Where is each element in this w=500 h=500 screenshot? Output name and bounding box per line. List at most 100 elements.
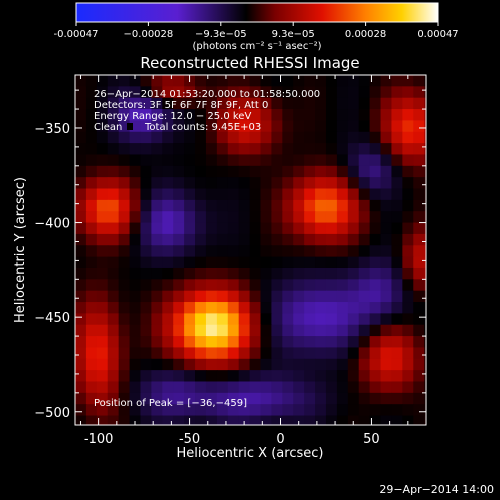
heatmap-cell (325, 120, 338, 133)
y-axis-label: Heliocentric Y (arcsec) (13, 177, 28, 323)
annotation-total-counts: Total counts: 9.45E+03 (144, 122, 261, 133)
heatmap-cell (260, 404, 273, 417)
heatmap-cell (184, 143, 196, 156)
heatmap-cell (118, 177, 131, 190)
heatmap-cell (315, 75, 327, 87)
heatmap-cell (249, 392, 262, 405)
heatmap-cell (118, 245, 131, 258)
heatmap-cell (413, 131, 425, 144)
heatmap-cell (271, 154, 283, 167)
heatmap-cell (118, 199, 131, 212)
heatmap-cell (380, 86, 393, 99)
heatmap-cell (391, 245, 403, 258)
heatmap-cell (96, 347, 109, 360)
heatmap-cell (271, 143, 283, 156)
heatmap-cell (216, 404, 229, 417)
heatmap-cell (85, 154, 98, 167)
heatmap-cell (173, 222, 185, 235)
heatmap-cell (184, 302, 196, 314)
heatmap-cell (304, 347, 316, 360)
heatmap-cell (184, 165, 196, 178)
heatmap-cell (205, 233, 218, 246)
heatmap-cell (336, 415, 349, 425)
heatmap-cell (315, 109, 327, 122)
heatmap-cell (96, 86, 109, 99)
heatmap-cell (238, 143, 251, 156)
heatmap-cell (260, 336, 273, 349)
heatmap-cell (75, 404, 87, 417)
heatmap-cell (325, 370, 338, 383)
heatmap-cell (85, 358, 98, 371)
heatmap-cell (184, 120, 196, 133)
heatmap-cell (293, 233, 305, 246)
heatmap-cell (347, 143, 360, 156)
heatmap-cell (227, 143, 240, 156)
heatmap-cell (402, 143, 414, 156)
heatmap-cell (271, 86, 283, 99)
heatmap-cell (369, 347, 382, 360)
heatmap-cell (129, 313, 142, 326)
heatmap-cell (391, 211, 403, 224)
heatmap-cell (238, 336, 251, 349)
heatmap-cell (195, 109, 207, 122)
heatmap-cell (424, 427, 436, 439)
heatmap-cell (140, 131, 152, 144)
heatmap-cell (249, 177, 262, 190)
heatmap-cell (238, 245, 251, 258)
heatmap-cell (391, 302, 403, 314)
heatmap-cell (107, 256, 120, 269)
heatmap-cell (85, 381, 98, 394)
heatmap-cell (205, 347, 218, 360)
heatmap-cell (238, 392, 251, 405)
heatmap-cell (391, 165, 403, 178)
heatmap-cell (162, 267, 174, 280)
heatmap-cell (413, 143, 425, 156)
heatmap-cell (380, 381, 393, 394)
heatmap-cell (107, 222, 120, 235)
heatmap-cell (304, 324, 316, 337)
heatmap-cell (282, 165, 294, 178)
heatmap-cell (282, 392, 294, 405)
heatmap-cell (293, 358, 305, 371)
heatmap-cell (129, 245, 142, 258)
heatmap-cell (413, 347, 425, 360)
heatmap-cell (107, 97, 120, 110)
heatmap-cell (381, 427, 393, 439)
heatmap-cell (347, 245, 360, 258)
heatmap-cell (107, 86, 120, 99)
heatmap-cell (227, 245, 240, 258)
heatmap-cell (424, 143, 426, 156)
heatmap-cell (293, 109, 305, 122)
heatmap-cell (260, 109, 273, 122)
heatmap-cell (205, 143, 218, 156)
heatmap-cell (129, 211, 142, 224)
heatmap-cell (75, 358, 87, 371)
heatmap-cell (271, 415, 283, 425)
heatmap-cell (424, 154, 426, 167)
heatmap-cell (380, 256, 393, 269)
heatmap-cell (249, 199, 262, 212)
heatmap-cell (260, 233, 273, 246)
heatmap-cell (249, 165, 262, 178)
colorbar-tick-label: 9.3e−05 (272, 29, 315, 40)
heatmap-cell (315, 404, 327, 417)
heatmap-cell (118, 267, 131, 280)
heatmap-cell (325, 415, 338, 425)
heatmap-cell (151, 279, 163, 292)
heatmap-cell (402, 188, 414, 201)
heatmap-cell (260, 347, 273, 360)
heatmap-cell (238, 109, 251, 122)
heatmap-cell (195, 404, 207, 417)
heatmap-cell (184, 233, 196, 246)
heatmap-cell (129, 290, 142, 303)
heatmap-cell (271, 188, 283, 201)
heatmap-cell (249, 233, 262, 246)
heatmap-cell (118, 154, 131, 167)
heatmap-cell (304, 211, 316, 224)
heatmap-cell (424, 279, 426, 292)
heatmap-cell (184, 392, 196, 405)
heatmap-cell (336, 233, 349, 246)
heatmap-cell (260, 86, 273, 99)
heatmap-cell (140, 267, 152, 280)
heatmap-cell (424, 392, 426, 405)
